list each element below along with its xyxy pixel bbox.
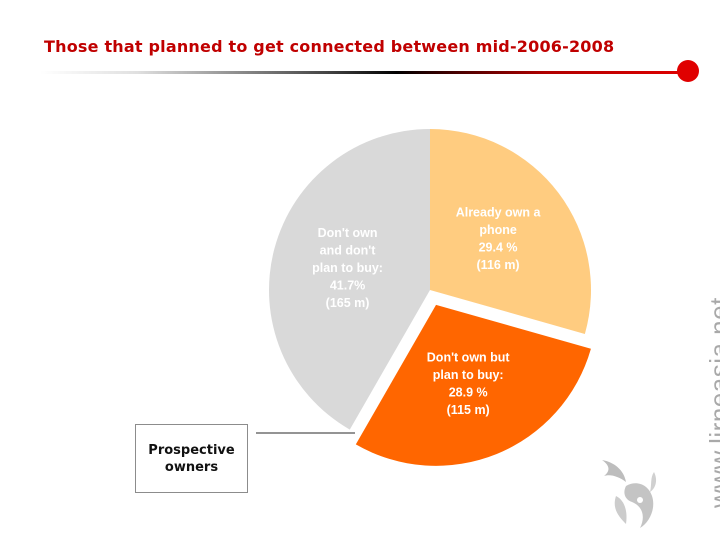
pie-slice-label-line: and don't: [320, 244, 377, 258]
red-dot-accent: [677, 60, 699, 82]
pie-slice-label-line: plan to buy:: [433, 368, 504, 382]
pie-slice-label-line: phone: [479, 223, 517, 237]
callout-line-2: owners: [164, 459, 219, 475]
pie-slice-label-line: Already own a: [456, 205, 542, 219]
pie-slice-label-line: 28.9 %: [449, 386, 488, 400]
pie-slice-label-line: Don't own: [318, 226, 378, 240]
pie-slice-label-1: Don't own but plan to buy: 28.9 % (115 m): [427, 351, 511, 418]
pie-slice-label-line: (116 m): [477, 258, 520, 272]
pie-slice-0: [430, 129, 591, 334]
pie-slice-1: [355, 304, 591, 466]
pie-slice-label-2: Don't own and don't plan to buy: 41.7% (165 …: [312, 226, 383, 310]
pie-slice-2: [268, 129, 430, 430]
callout-line-1: Prospective: [148, 442, 235, 458]
watermark-url: www.lirneasia.net: [704, 297, 720, 508]
lirneasia-flame-logo-icon: [602, 460, 657, 528]
pie-slice-label-0: Already own a phone 29.4 % (116 m): [456, 205, 542, 272]
pie-slice-label-line: (115 m): [447, 403, 490, 417]
prospective-owners-callout: Prospective owners: [135, 424, 248, 493]
title-underline-divider: [40, 71, 688, 74]
pie-slice-label-line: (165 m): [326, 296, 370, 310]
pie-slices: Already own a phone 29.4 % (116 m) Don't own…: [268, 129, 591, 466]
pie-slice-label-line: plan to buy:: [312, 261, 383, 275]
chart-title: Those that planned to get connected betw…: [44, 37, 615, 56]
pie-slice-label-line: 29.4 %: [479, 240, 518, 254]
pie-slice-label-line: 41.7%: [330, 279, 365, 293]
pie-slice-label-line: Don't own but: [427, 351, 511, 365]
